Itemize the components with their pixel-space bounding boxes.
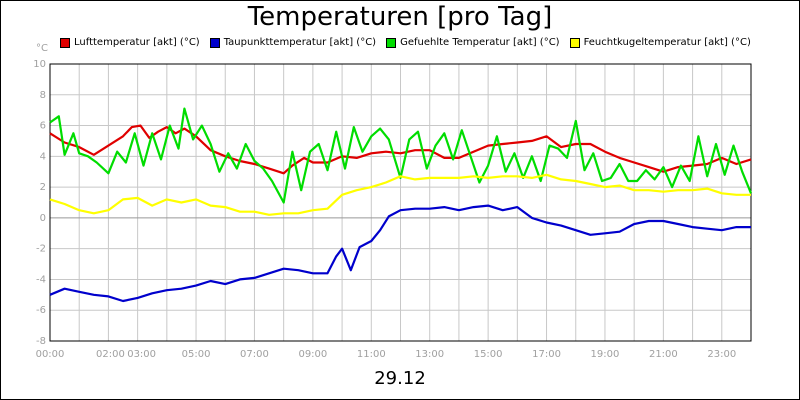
y-tick-label: 8: [40, 90, 46, 101]
chart-legend: Lufttemperatur [akt] (°C) Taupunkttempera…: [60, 37, 761, 51]
legend-item-2: Taupunkttemperatur [akt] (°C): [209, 37, 377, 48]
y-tick-label: 0: [40, 213, 46, 224]
x-tick-label: 11:00: [357, 349, 386, 360]
y-tick-label: 10: [33, 59, 46, 70]
legend-item-3: Gefuehlte Temperatur [akt] (°C): [386, 37, 560, 48]
x-tick-label: 03:00: [127, 349, 156, 360]
legend-swatch: [386, 37, 397, 48]
legend-label: Taupunkttemperatur [akt] (°C): [223, 37, 377, 48]
x-tick-label: 09:00: [298, 349, 327, 360]
y-tick-label: -8: [36, 336, 46, 347]
legend-item-4: Feuchtkugeltemperatur [akt] (°C): [569, 37, 751, 48]
y-axis-unit-label: °C: [36, 43, 48, 54]
series-line-3: [49, 107, 753, 204]
x-tick-label: 23:00: [707, 349, 736, 360]
legend-label: Lufttemperatur [akt] (°C): [74, 37, 200, 48]
legend-label: Feuchtkugeltemperatur [akt] (°C): [583, 37, 751, 48]
legend-item-1: Lufttemperatur [akt] (°C): [60, 37, 200, 48]
x-axis-label: 29.12: [374, 368, 426, 389]
x-tick-label: 05:00: [182, 349, 211, 360]
x-tick-label: 21:00: [649, 349, 678, 360]
x-tick-label: 02:00: [96, 349, 125, 360]
series-line-2: [49, 204, 751, 303]
x-tick-label: 15:00: [474, 349, 503, 360]
series-line-4: [49, 173, 751, 216]
y-tick-label: 6: [40, 121, 46, 132]
legend-label: Gefuehlte Temperatur [akt] (°C): [400, 37, 560, 48]
legend-swatch: [569, 37, 580, 48]
plot-area-border: [49, 63, 752, 342]
x-tick-label: 19:00: [591, 349, 620, 360]
y-tick-label: 4: [40, 151, 46, 162]
series-line-1: [49, 124, 752, 175]
legend-swatch: [209, 37, 220, 48]
x-tick-label: 17:00: [532, 349, 561, 360]
y-tick-label: 2: [40, 182, 46, 193]
chart-title: Temperaturen [pro Tag]: [247, 2, 553, 32]
y-tick-label: -6: [36, 305, 46, 316]
x-tick-label: 00:00: [36, 349, 65, 360]
x-tick-label: 07:00: [240, 349, 269, 360]
legend-swatch: [60, 37, 70, 48]
y-tick-label: -2: [36, 244, 46, 255]
y-tick-label: -4: [36, 274, 46, 285]
x-tick-label: 13:00: [415, 349, 444, 360]
